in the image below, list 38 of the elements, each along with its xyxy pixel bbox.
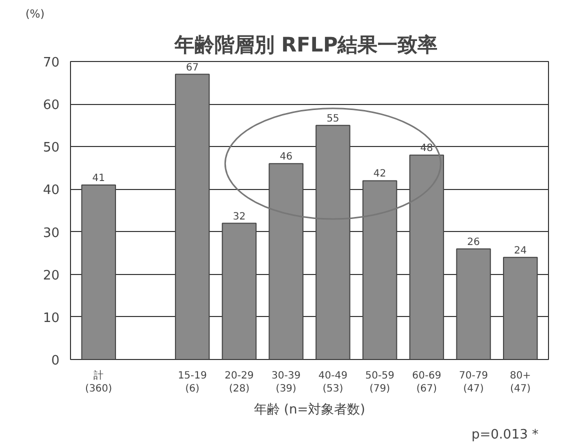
data-label: 41 xyxy=(92,172,105,184)
bar xyxy=(503,256,538,360)
y-tick-label: 20 xyxy=(42,268,60,284)
y-tick-label: 70 xyxy=(42,56,60,70)
y-tick-label: 10 xyxy=(42,310,60,326)
x-tick-label: 80+ (47) xyxy=(510,370,531,395)
y-tick-label: 60 xyxy=(42,98,60,114)
x-tick-label: 50-59 (79) xyxy=(365,370,394,395)
bar xyxy=(174,74,210,360)
data-label: 26 xyxy=(467,236,480,248)
bar xyxy=(81,184,116,360)
bar xyxy=(456,248,491,360)
x-tick-label: 15-19 (6) xyxy=(178,370,207,395)
y-tick-label: 50 xyxy=(42,140,60,156)
y-tick-label: 30 xyxy=(42,226,60,241)
x-tick-label: 20-29 (28) xyxy=(224,370,254,395)
x-tick-label: 60-69 (67) xyxy=(412,370,442,395)
y-tick-label: 0 xyxy=(51,354,60,368)
bar xyxy=(362,180,398,360)
data-label: 32 xyxy=(232,211,246,222)
y-axis-title: (%) xyxy=(26,8,45,20)
x-tick-label: 計 (360) xyxy=(85,370,112,395)
data-label: 55 xyxy=(326,113,340,124)
data-label: 67 xyxy=(186,62,199,74)
x-axis-title: 年齢 (n=対象者数) xyxy=(254,402,366,418)
data-label: 46 xyxy=(280,152,292,163)
bar xyxy=(409,154,444,360)
x-tick-label: 30-39 (39) xyxy=(272,370,301,395)
data-label: 42 xyxy=(373,168,386,180)
data-label: 24 xyxy=(514,245,527,256)
bar xyxy=(268,163,304,360)
text: p=0.013 * xyxy=(472,428,539,442)
chart-title: 年齢階層別 RFLP結果一致率 xyxy=(173,32,438,56)
x-tick-label: 70-79 (47) xyxy=(458,370,488,395)
bar xyxy=(316,124,350,360)
y-tick-label: 40 xyxy=(42,183,60,198)
x-tick-label: 40-49 (53) xyxy=(318,370,348,395)
bar xyxy=(222,222,257,360)
